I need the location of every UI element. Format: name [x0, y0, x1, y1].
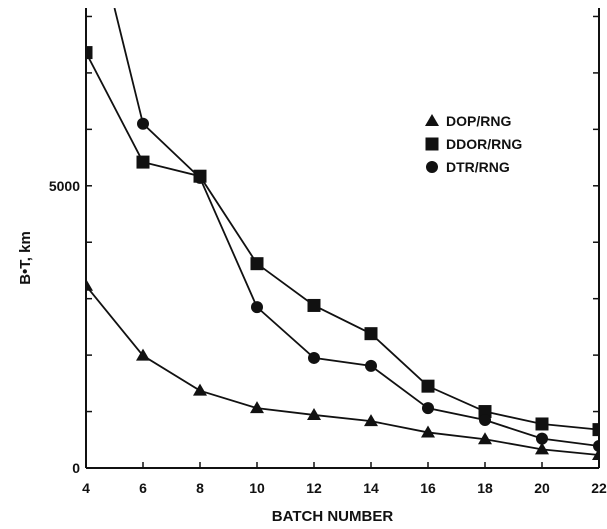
y-axis-title: B•T, km: [17, 231, 34, 285]
data-point-ddor-rng: [307, 298, 321, 312]
data-point-ddor-rng: [250, 257, 264, 271]
data-point-dtr-rng: [593, 439, 599, 452]
series-line-dtr-rng: [113, 8, 599, 447]
data-point-dop-rng: [421, 425, 435, 438]
data-point-dop-rng: [478, 432, 492, 445]
data-point-dtr-rng: [308, 351, 320, 364]
x-tick-label: 14: [363, 480, 379, 496]
data-point-ddor-rng: [364, 327, 378, 341]
data-point-dop-rng: [86, 278, 93, 291]
x-tick-label: 18: [477, 480, 493, 496]
series-dtr-rng: [113, 8, 599, 452]
x-tick-label: 12: [306, 480, 322, 496]
x-tick-label: 16: [420, 480, 436, 496]
data-point-dop-rng: [250, 401, 264, 414]
legend-label-dop-rng: DOP/RNG: [446, 113, 511, 129]
x-axis-title: BATCH NUMBER: [272, 508, 394, 525]
legend-marker-dtr-rng: [426, 161, 438, 173]
x-tick-label: 8: [196, 480, 204, 496]
series-line-dop-rng: [86, 285, 599, 456]
data-point-ddor-rng: [86, 46, 93, 60]
data-point-dtr-rng: [194, 171, 206, 184]
data-point-dop-rng: [136, 348, 150, 361]
series-ddor-rng: [86, 46, 599, 437]
series-line-ddor-rng: [86, 52, 599, 431]
data-point-ddor-rng: [535, 417, 549, 431]
x-tick-label: 4: [82, 480, 90, 496]
legend: DOP/RNG DDOR/RNG DTR/RNG: [425, 113, 522, 175]
data-point-dtr-rng: [251, 301, 263, 314]
data-point-dtr-rng: [365, 359, 377, 372]
legend-label-dtr-rng: DTR/RNG: [446, 159, 510, 175]
data-point-dtr-rng: [536, 432, 548, 445]
data-point-dop-rng: [535, 442, 549, 455]
data-point-dtr-rng: [422, 402, 434, 415]
data-point-ddor-rng: [421, 379, 435, 393]
data-point-dop-rng: [307, 407, 321, 420]
x-tick-label: 10: [249, 480, 265, 496]
y-tick-label: 0: [72, 460, 80, 476]
data-point-ddor-rng: [478, 405, 492, 419]
data-point-dtr-rng: [137, 117, 149, 130]
series-layer: [86, 8, 599, 461]
x-tick-label: 6: [139, 480, 147, 496]
data-point-ddor-rng: [136, 155, 150, 169]
axes: 4 6 8 10 12 14 16 18 20 22 0 5000: [49, 8, 607, 496]
legend-marker-ddor-rng: [425, 137, 439, 151]
x-tick-label: 22: [591, 480, 607, 496]
legend-marker-dop-rng: [425, 114, 439, 126]
data-point-dop-rng: [364, 414, 378, 427]
data-point-ddor-rng: [592, 423, 599, 437]
data-point-dop-rng: [193, 383, 207, 396]
x-tick-label: 20: [534, 480, 550, 496]
series-dop-rng: [86, 278, 599, 461]
legend-label-ddor-rng: DDOR/RNG: [446, 136, 522, 152]
y-tick-label: 5000: [49, 178, 80, 194]
data-point-dtr-rng: [479, 414, 491, 427]
